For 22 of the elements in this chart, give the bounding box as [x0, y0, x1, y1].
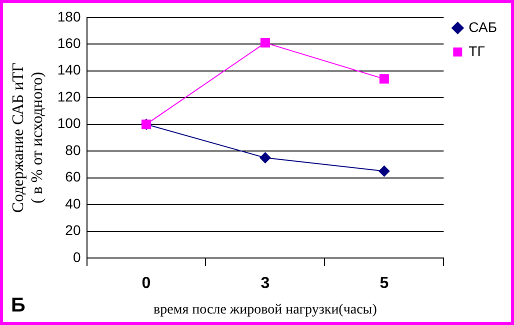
y-axis-title: Содержание САБ иТГ ( в % от исходного) [10, 62, 46, 213]
y-tick-label: 100 [57, 115, 81, 132]
legend-label: ТГ [468, 42, 486, 59]
x-tick-label: 5 [380, 275, 389, 292]
point [378, 166, 390, 177]
y-tick-label: 160 [57, 34, 81, 51]
x-tick-label: 3 [260, 275, 270, 292]
y-tick-label: 20 [65, 222, 81, 238]
legend-label: САБ [468, 18, 497, 35]
x-tick-label: 0 [142, 275, 151, 292]
y-tick-label: 60 [65, 168, 81, 185]
y-tick-label: 180 [57, 8, 81, 24]
point [260, 152, 271, 164]
y-tick-label: 80 [65, 142, 81, 158]
y-tick-label: 40 [65, 195, 81, 212]
y-tick-label: 0 [72, 248, 81, 265]
text: Б [11, 294, 26, 317]
point [260, 38, 270, 48]
y-tick-label: 120 [57, 88, 81, 104]
x-axis-title: время после жировой нагрузки(часы) [154, 302, 378, 318]
point [379, 74, 389, 84]
y-tick-label: 140 [57, 62, 81, 78]
